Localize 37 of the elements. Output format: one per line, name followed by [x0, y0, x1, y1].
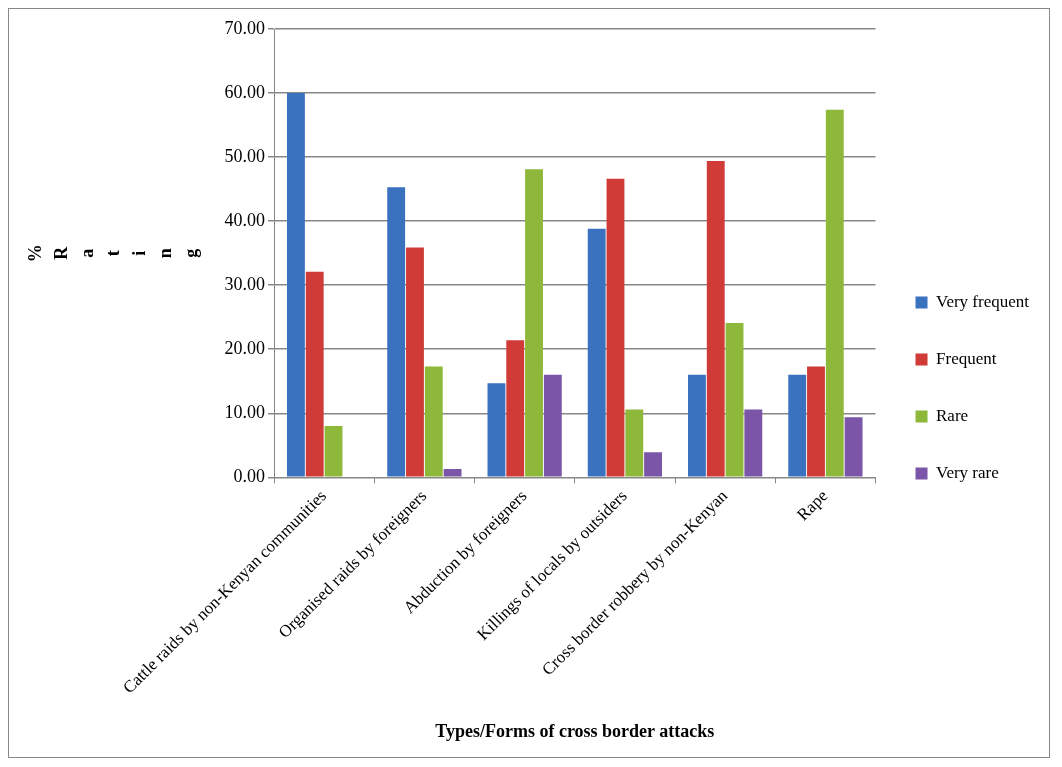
y-axis-title: % Rating — [24, 244, 202, 263]
y-tick-label: 50.00 — [224, 145, 265, 166]
y-tick-label: 10.00 — [224, 402, 265, 423]
y-tick-label: 70.00 — [224, 17, 265, 38]
y-tick-label: 30.00 — [224, 273, 265, 294]
bar — [525, 169, 543, 477]
bar — [587, 228, 606, 477]
legend-label: Very rare — [936, 462, 999, 482]
bar — [506, 340, 525, 477]
bar — [287, 93, 305, 477]
bar — [725, 322, 744, 477]
y-tick-label: 60.00 — [224, 81, 265, 102]
bar — [324, 426, 343, 477]
bar — [387, 187, 406, 477]
y-tick-label: 20.00 — [224, 337, 265, 358]
bar — [844, 417, 863, 477]
bar — [644, 452, 663, 477]
bar — [305, 271, 324, 477]
y-tick-label: 0.00 — [233, 466, 265, 487]
bar — [543, 374, 562, 477]
y-tick-label: 40.00 — [224, 209, 265, 230]
bar — [825, 109, 844, 477]
bar — [706, 160, 725, 477]
bar — [744, 409, 763, 477]
bar — [606, 178, 625, 477]
bar — [625, 409, 644, 477]
bar — [406, 247, 424, 477]
legend-label: Rare — [936, 405, 969, 425]
x-axis-title: Types/Forms of cross border attacks — [435, 720, 715, 741]
bar — [424, 366, 443, 477]
bar — [443, 469, 462, 477]
bar — [688, 374, 706, 477]
legend-label: Very frequent — [936, 291, 1030, 311]
bar — [788, 374, 807, 477]
legend-label: Frequent — [936, 348, 997, 368]
bar — [807, 366, 825, 477]
bar — [487, 383, 506, 477]
